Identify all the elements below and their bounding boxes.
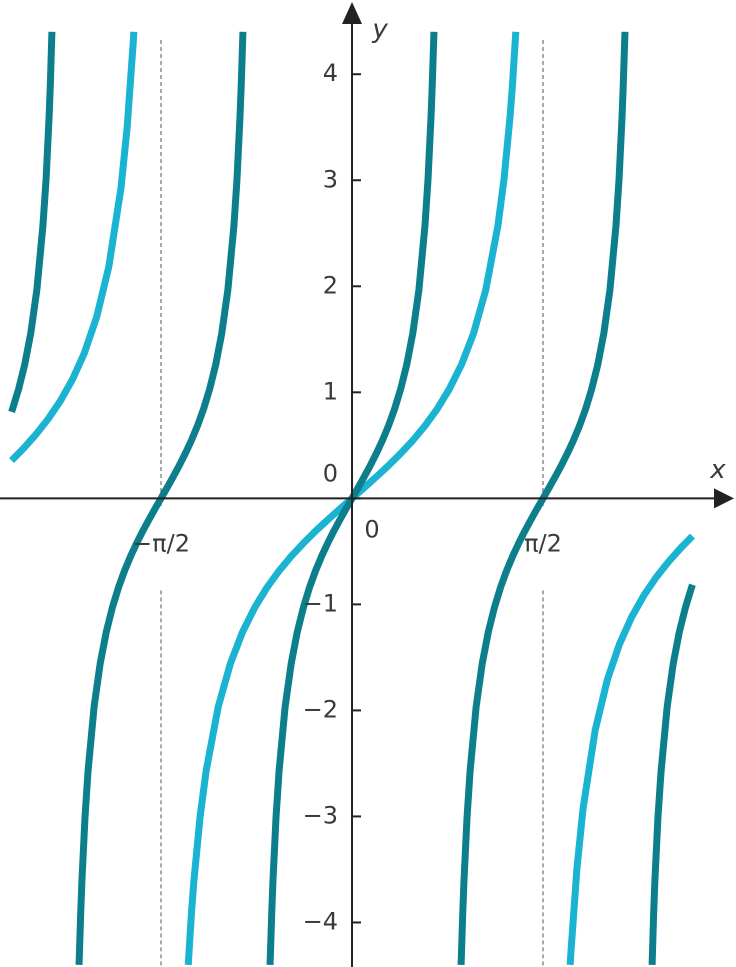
y-tick-label: −3 [303,801,338,829]
y-tick-label: −2 [303,695,338,723]
y-tick-label: 2 [323,271,338,299]
y-tick-label: 3 [323,165,338,193]
x-tick-label: 0 [364,515,379,543]
x-axis-arrow [714,488,734,509]
x-tick-label: π/2 [524,529,562,557]
y-tick-label: −1 [303,589,338,617]
x-tick-label: −π/2 [132,529,190,557]
y-tick-label: 1 [323,377,338,405]
y-axis-label: y [371,15,388,45]
grid-layer [160,40,544,967]
y-tick-label: 0 [323,459,338,487]
y-axis-arrow [342,2,363,24]
y-tick-label: −4 [303,907,338,935]
y-tick-label: 4 [323,59,338,87]
x-axis-label: x [709,455,726,485]
